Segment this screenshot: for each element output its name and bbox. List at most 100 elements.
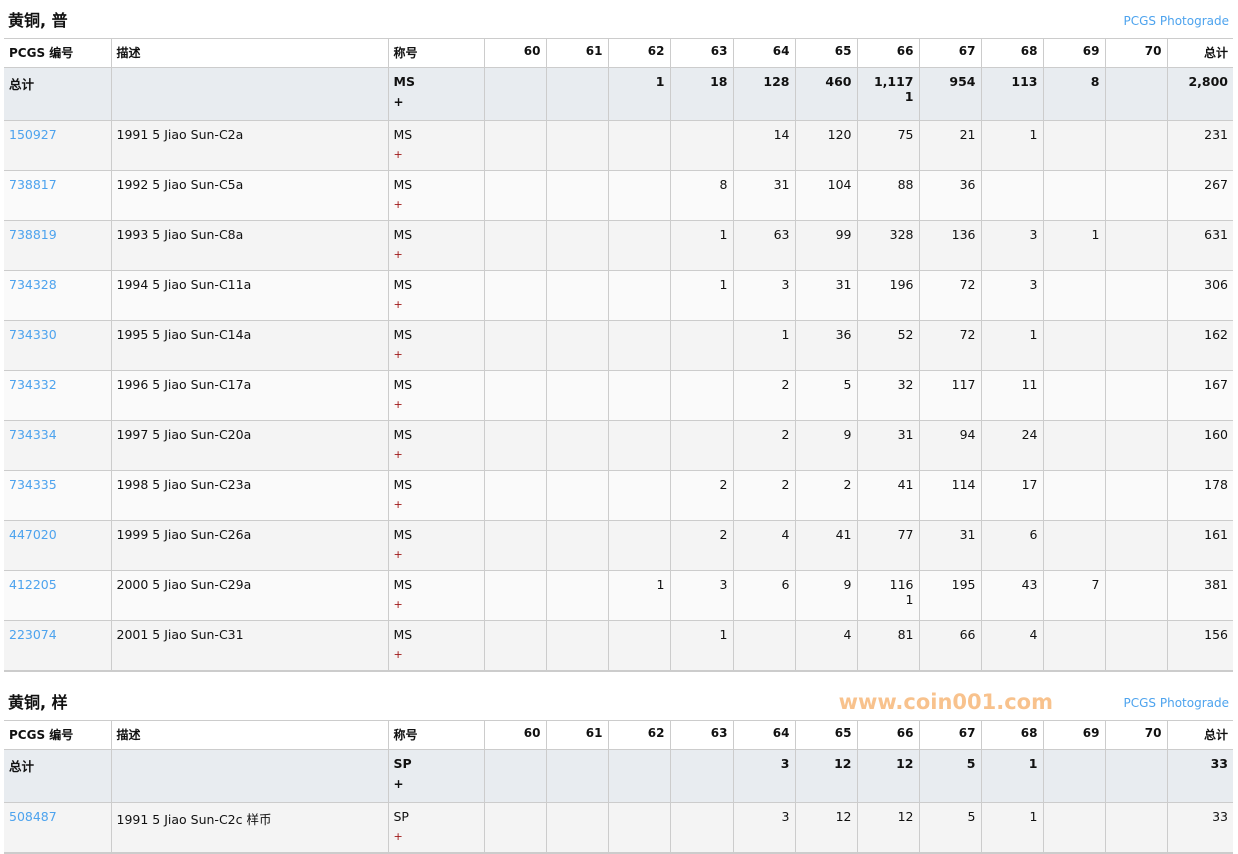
grade-count: 66 bbox=[918, 620, 982, 672]
header-designation[interactable]: 称号 bbox=[387, 720, 485, 750]
designation: MS bbox=[393, 477, 413, 492]
plus-link[interactable]: + bbox=[393, 398, 403, 411]
header-grade-65[interactable]: 65 bbox=[794, 720, 858, 750]
plus-link[interactable]: + bbox=[393, 448, 403, 461]
table-row: 734332 1996 5 Jiao Sun-C17a MS +2 5 32 117 11 16… bbox=[4, 370, 1233, 421]
header-grade-68[interactable]: 68 bbox=[980, 38, 1044, 68]
table-row: 412205 2000 5 Jiao Sun-C29a MS +1 3 6 9 116 1 19… bbox=[4, 570, 1233, 621]
pcgs-id-link[interactable]: 508487 bbox=[9, 809, 57, 824]
pcgs-id-cell: 734334 bbox=[4, 420, 112, 471]
header-designation[interactable]: 称号 bbox=[387, 38, 485, 68]
header-grade-62[interactable]: 62 bbox=[607, 720, 671, 750]
header-total[interactable]: 总计 bbox=[1166, 720, 1233, 750]
plus-link[interactable]: + bbox=[393, 198, 403, 211]
grade-count bbox=[483, 370, 547, 421]
photograde-link[interactable]: PCGS Photograde bbox=[1123, 696, 1229, 710]
grade-count bbox=[545, 749, 609, 803]
header-grade-60[interactable]: 60 bbox=[483, 720, 547, 750]
header-grade-67[interactable]: 67 bbox=[918, 38, 982, 68]
pcgs-id-link[interactable]: 223074 bbox=[9, 627, 57, 642]
pcgs-id-cell: 150927 bbox=[4, 120, 112, 171]
plus-link[interactable]: + bbox=[393, 777, 404, 791]
header-grade-66[interactable]: 66 bbox=[856, 720, 920, 750]
pcgs-id-link[interactable]: 150927 bbox=[9, 127, 57, 142]
header-grade-67[interactable]: 67 bbox=[918, 720, 982, 750]
grade-count bbox=[545, 802, 609, 854]
grade-count: 12 bbox=[856, 749, 920, 803]
plus-link[interactable]: + bbox=[393, 95, 404, 109]
plus-link[interactable]: + bbox=[393, 648, 403, 661]
header-grade-69[interactable]: 69 bbox=[1042, 720, 1106, 750]
grade-count: 5 bbox=[794, 370, 858, 421]
header-grade-64[interactable]: 64 bbox=[732, 720, 796, 750]
row-total: 156 bbox=[1166, 620, 1233, 672]
header-grade-60[interactable]: 60 bbox=[483, 38, 547, 68]
designation: MS bbox=[393, 327, 413, 342]
plus-link[interactable]: + bbox=[393, 148, 403, 161]
plus-link[interactable]: + bbox=[393, 598, 403, 611]
header-grade-63[interactable]: 63 bbox=[669, 720, 734, 750]
grade-count: 41 bbox=[856, 470, 920, 521]
header-grade-64[interactable]: 64 bbox=[732, 38, 796, 68]
grade-count: 43 bbox=[980, 570, 1044, 621]
total-desc bbox=[110, 67, 389, 121]
grade-count bbox=[1104, 220, 1168, 271]
header-grade-68[interactable]: 68 bbox=[980, 720, 1044, 750]
pcgs-id-link[interactable]: 734334 bbox=[9, 427, 57, 442]
header-grade-65[interactable]: 65 bbox=[794, 38, 858, 68]
pcgs-id-cell: 738819 bbox=[4, 220, 112, 271]
header-grade-61[interactable]: 61 bbox=[545, 38, 609, 68]
header-description[interactable]: 描述 bbox=[110, 720, 389, 750]
designation: MS bbox=[393, 74, 415, 89]
pcgs-id-link[interactable]: 738819 bbox=[9, 227, 57, 242]
header-pcgs-id[interactable]: PCGS 编号 bbox=[4, 38, 112, 68]
header-description[interactable]: 描述 bbox=[110, 38, 389, 68]
grade-count: 120 bbox=[794, 120, 858, 171]
grade-count: 36 bbox=[918, 170, 982, 221]
pcgs-id-link[interactable]: 447020 bbox=[9, 527, 57, 542]
grade-count bbox=[483, 520, 547, 571]
grade-count: 3 bbox=[732, 802, 796, 854]
pcgs-id-link[interactable]: 734335 bbox=[9, 477, 57, 492]
header-grade-61[interactable]: 61 bbox=[545, 720, 609, 750]
grade-count: 14 bbox=[732, 120, 796, 171]
header-grade-62[interactable]: 62 bbox=[607, 38, 671, 68]
grade-count bbox=[1104, 320, 1168, 371]
header-total[interactable]: 总计 bbox=[1166, 38, 1233, 68]
plus-link[interactable]: + bbox=[393, 348, 403, 361]
grade-count: 12 bbox=[794, 802, 858, 854]
header-grade-66[interactable]: 66 bbox=[856, 38, 920, 68]
grade-count bbox=[1042, 520, 1106, 571]
photograde-link[interactable]: PCGS Photograde bbox=[1123, 14, 1229, 28]
pcgs-id-link[interactable]: 412205 bbox=[9, 577, 57, 592]
pcgs-id-cell: 508487 bbox=[4, 802, 112, 854]
designation-cell: MS + bbox=[387, 170, 485, 221]
grade-section: 黄铜, 普 PCGS Photograde PCGS 编号 描述 称号 60 61 62 63 6… bbox=[4, 0, 1233, 672]
grade-count: 328 bbox=[856, 220, 920, 271]
pcgs-id-link[interactable]: 734330 bbox=[9, 327, 57, 342]
designation: MS bbox=[393, 427, 413, 442]
designation: MS bbox=[393, 627, 413, 642]
designation-cell: MS + bbox=[387, 520, 485, 571]
grade-section: 黄铜, 样 PCGS Photograde PCGS 编号 描述 称号 60 61 62 63 6… bbox=[4, 682, 1233, 854]
plus-link[interactable]: + bbox=[393, 548, 403, 561]
plus-link[interactable]: + bbox=[393, 830, 403, 843]
pcgs-id-link[interactable]: 734332 bbox=[9, 377, 57, 392]
plus-link[interactable]: + bbox=[393, 498, 403, 511]
pcgs-id-link[interactable]: 738817 bbox=[9, 177, 57, 192]
grade-count bbox=[732, 620, 796, 672]
header-grade-69[interactable]: 69 bbox=[1042, 38, 1106, 68]
designation: SP bbox=[393, 756, 412, 771]
pcgs-id-cell: 734332 bbox=[4, 370, 112, 421]
pcgs-id-link[interactable]: 734328 bbox=[9, 277, 57, 292]
grade-count bbox=[669, 420, 734, 471]
header-grade-70[interactable]: 70 bbox=[1104, 720, 1168, 750]
header-pcgs-id[interactable]: PCGS 编号 bbox=[4, 720, 112, 750]
pcgs-id-cell: 734335 bbox=[4, 470, 112, 521]
header-grade-63[interactable]: 63 bbox=[669, 38, 734, 68]
grade-count: 99 bbox=[794, 220, 858, 271]
row-total: 162 bbox=[1166, 320, 1233, 371]
plus-link[interactable]: + bbox=[393, 248, 403, 261]
plus-link[interactable]: + bbox=[393, 298, 403, 311]
header-grade-70[interactable]: 70 bbox=[1104, 38, 1168, 68]
